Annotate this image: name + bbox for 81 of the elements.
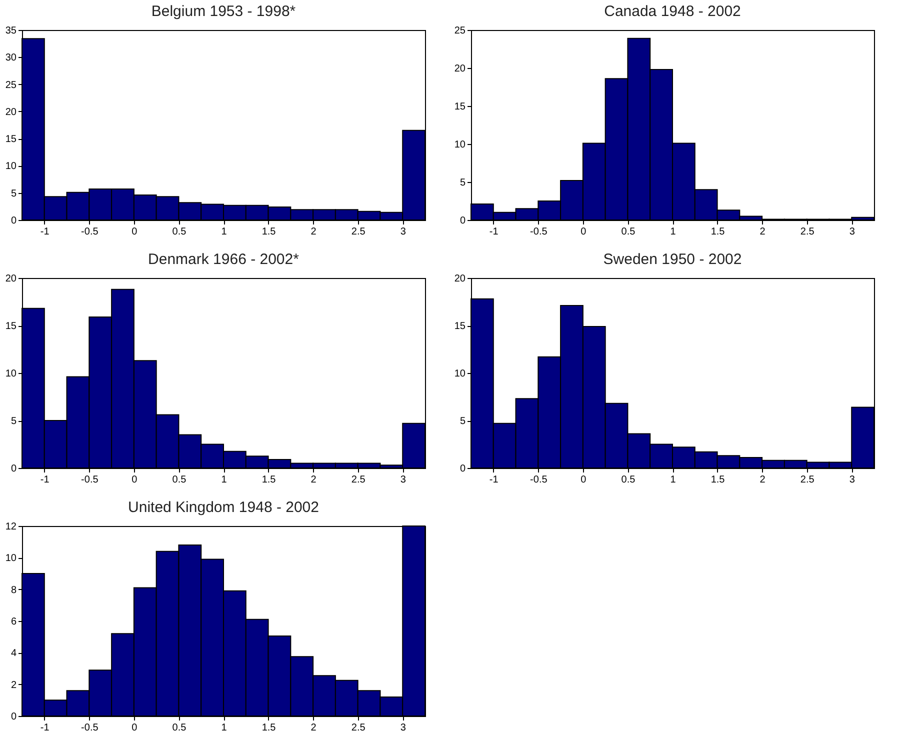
y-tick-label: 15 bbox=[454, 321, 466, 332]
x-tick-label: -0.5 bbox=[81, 226, 99, 238]
y-tick-label: 20 bbox=[5, 274, 17, 284]
x-tick-label: -1 bbox=[489, 226, 499, 238]
y-tick-label: 20 bbox=[5, 106, 17, 118]
chart-title: Denmark 1966 - 2002* bbox=[148, 251, 300, 268]
x-tick-label: 2.5 bbox=[800, 226, 815, 238]
y-tick-label: 15 bbox=[5, 134, 17, 146]
x-tick-label: 0 bbox=[132, 226, 138, 238]
x-tick-label: 2 bbox=[310, 226, 317, 238]
y-tick-label: 25 bbox=[454, 26, 466, 36]
y-tick-label: 8 bbox=[10, 584, 17, 596]
x-tick-label: 0 bbox=[132, 474, 138, 486]
x-tick-label: 1 bbox=[670, 474, 676, 486]
y-tick-label: 0 bbox=[10, 464, 17, 474]
x-tick-label: -0.5 bbox=[81, 722, 99, 734]
y-tick-label: 5 bbox=[10, 416, 17, 427]
y-tick-label: 15 bbox=[454, 102, 466, 112]
x-tick-label: -1 bbox=[40, 474, 50, 486]
x-tick-label: 0.5 bbox=[621, 474, 636, 486]
x-tick-label: 3 bbox=[400, 474, 406, 486]
y-tick-label: 0 bbox=[460, 464, 466, 474]
y-tick-label: 5 bbox=[460, 416, 466, 427]
x-tick-label: 1 bbox=[221, 722, 228, 734]
y-tick-label: 30 bbox=[5, 52, 17, 64]
x-tick-label: 2 bbox=[760, 226, 766, 238]
x-tick-label: 1.5 bbox=[262, 474, 276, 486]
x-tick-label: 1 bbox=[670, 226, 676, 238]
x-tick-label: 2.5 bbox=[351, 722, 366, 734]
chart-title: Canada 1948 - 2002 bbox=[604, 3, 741, 20]
x-tick-label: -1 bbox=[40, 226, 50, 238]
x-tick-label: -1 bbox=[40, 722, 50, 734]
x-tick-label: 2.5 bbox=[351, 226, 366, 238]
chart-title: Belgium 1953 - 1998* bbox=[151, 3, 296, 20]
x-tick-label: 2 bbox=[310, 474, 317, 486]
y-tick-label: 6 bbox=[10, 616, 17, 628]
y-tick-label: 20 bbox=[454, 64, 466, 74]
y-tick-label: 25 bbox=[5, 80, 17, 91]
y-tick-label: 0 bbox=[10, 712, 17, 722]
y-tick-label: 10 bbox=[5, 161, 17, 172]
x-tick-label: 2.5 bbox=[800, 474, 815, 486]
y-tick-label: 2 bbox=[10, 680, 17, 691]
x-tick-label: 1 bbox=[221, 474, 228, 486]
y-tick-label: 4 bbox=[10, 648, 17, 660]
x-tick-label: 1.5 bbox=[262, 226, 276, 238]
x-tick-label: 3 bbox=[849, 226, 856, 238]
y-tick-label: 0 bbox=[460, 216, 466, 226]
y-tick-label: 10 bbox=[5, 553, 17, 564]
y-tick-label: 5 bbox=[460, 178, 466, 188]
y-tick-label: 10 bbox=[454, 368, 466, 380]
x-tick-label: 1.5 bbox=[710, 474, 726, 486]
x-tick-label: -0.5 bbox=[81, 474, 99, 486]
x-tick-label: -0.5 bbox=[530, 226, 548, 238]
y-tick-label: 5 bbox=[10, 188, 17, 200]
x-tick-label: 2 bbox=[310, 722, 317, 734]
x-tick-label: -1 bbox=[489, 474, 499, 486]
x-tick-label: 0.5 bbox=[621, 226, 636, 238]
x-tick-label: 2.5 bbox=[351, 474, 366, 486]
y-tick-label: 10 bbox=[5, 368, 17, 380]
x-tick-label: 0 bbox=[132, 722, 138, 734]
y-tick-label: 12 bbox=[5, 522, 17, 532]
x-tick-label: 3 bbox=[400, 226, 406, 238]
y-tick-label: 10 bbox=[454, 140, 466, 150]
y-tick-label: 15 bbox=[5, 321, 17, 332]
chart-title: United Kingdom 1948 - 2002 bbox=[128, 499, 319, 516]
chart-title: Sweden 1950 - 2002 bbox=[603, 251, 742, 268]
x-tick-label: 3 bbox=[400, 722, 406, 734]
x-tick-label: 0.5 bbox=[172, 722, 187, 734]
x-tick-label: 0.5 bbox=[172, 226, 187, 238]
x-tick-label: 1 bbox=[221, 226, 228, 238]
x-tick-label: 0.5 bbox=[172, 474, 187, 486]
x-tick-label: 0 bbox=[580, 226, 587, 238]
y-tick-label: 0 bbox=[10, 216, 17, 226]
x-tick-label: 1.5 bbox=[710, 226, 726, 238]
x-tick-label: 1.5 bbox=[262, 722, 276, 734]
x-tick-label: 3 bbox=[849, 474, 856, 486]
x-tick-label: 2 bbox=[760, 474, 766, 486]
x-tick-label: 0 bbox=[580, 474, 587, 486]
y-tick-label: 20 bbox=[454, 274, 466, 284]
y-tick-label: 35 bbox=[5, 26, 17, 36]
x-tick-label: -0.5 bbox=[530, 474, 548, 486]
